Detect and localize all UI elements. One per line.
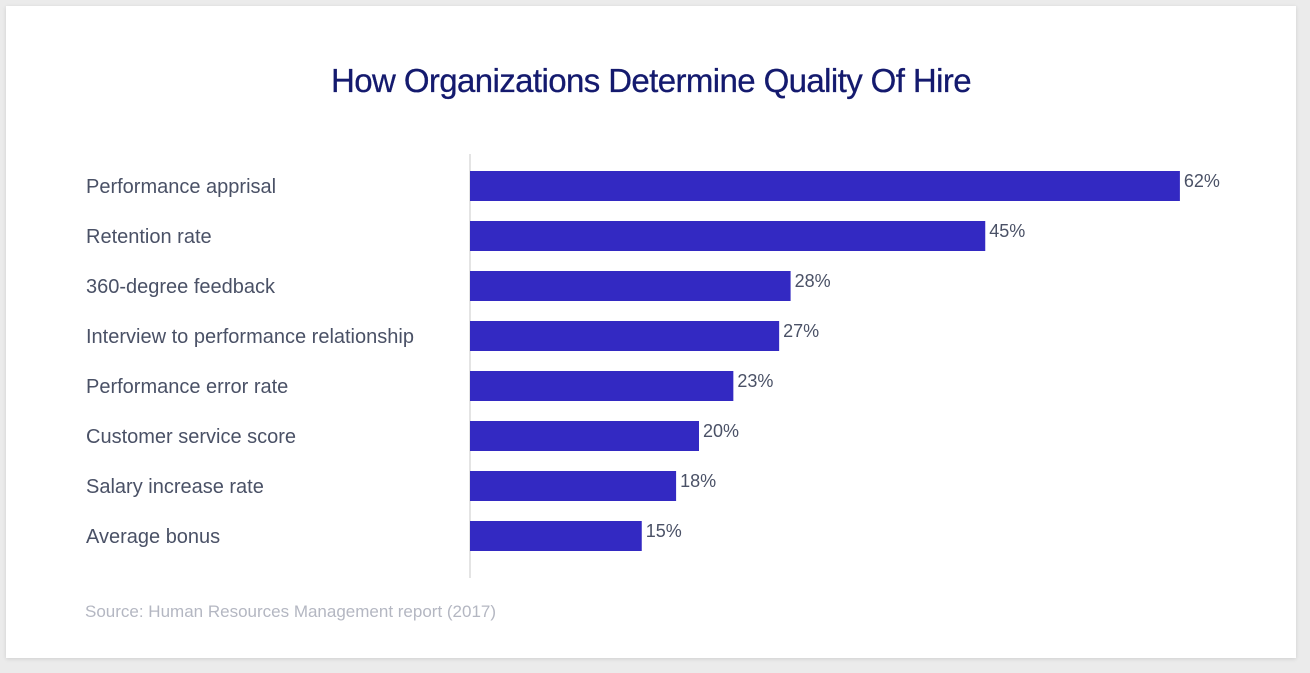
bar: [470, 371, 734, 401]
bar: [470, 421, 699, 451]
category-label: Average bonus: [86, 526, 220, 548]
value-label: 28%: [795, 271, 831, 291]
value-label: 20%: [703, 421, 739, 441]
source-note: Source: Human Resources Management repor…: [85, 602, 497, 621]
value-label: 15%: [646, 521, 682, 541]
bar: [470, 471, 677, 501]
category-label: Retention rate: [86, 226, 212, 248]
category-label: Customer service score: [86, 426, 296, 448]
chart-card: How Organizations Determine Quality Of H…: [6, 6, 1296, 658]
category-label: Interview to performance relationship: [86, 326, 414, 348]
value-label: 23%: [737, 371, 773, 391]
bar: [470, 271, 791, 301]
bar-chart: Performance apprisal 62% Retention rate 45%…: [86, 154, 1220, 578]
bar: [470, 171, 1180, 201]
category-label: Performance error rate: [86, 376, 288, 398]
chart-title: How Organizations Determine Quality Of H…: [331, 62, 972, 99]
category-label: 360-degree feedback: [86, 276, 276, 298]
bar: [470, 321, 780, 351]
value-label: 62%: [1184, 171, 1220, 191]
bar: [470, 521, 642, 551]
bar: [470, 221, 986, 251]
value-label: 45%: [989, 221, 1025, 241]
value-label: 18%: [680, 471, 716, 491]
category-label: Performance apprisal: [86, 176, 276, 198]
category-label: Salary increase rate: [86, 476, 264, 498]
value-label: 27%: [783, 321, 819, 341]
